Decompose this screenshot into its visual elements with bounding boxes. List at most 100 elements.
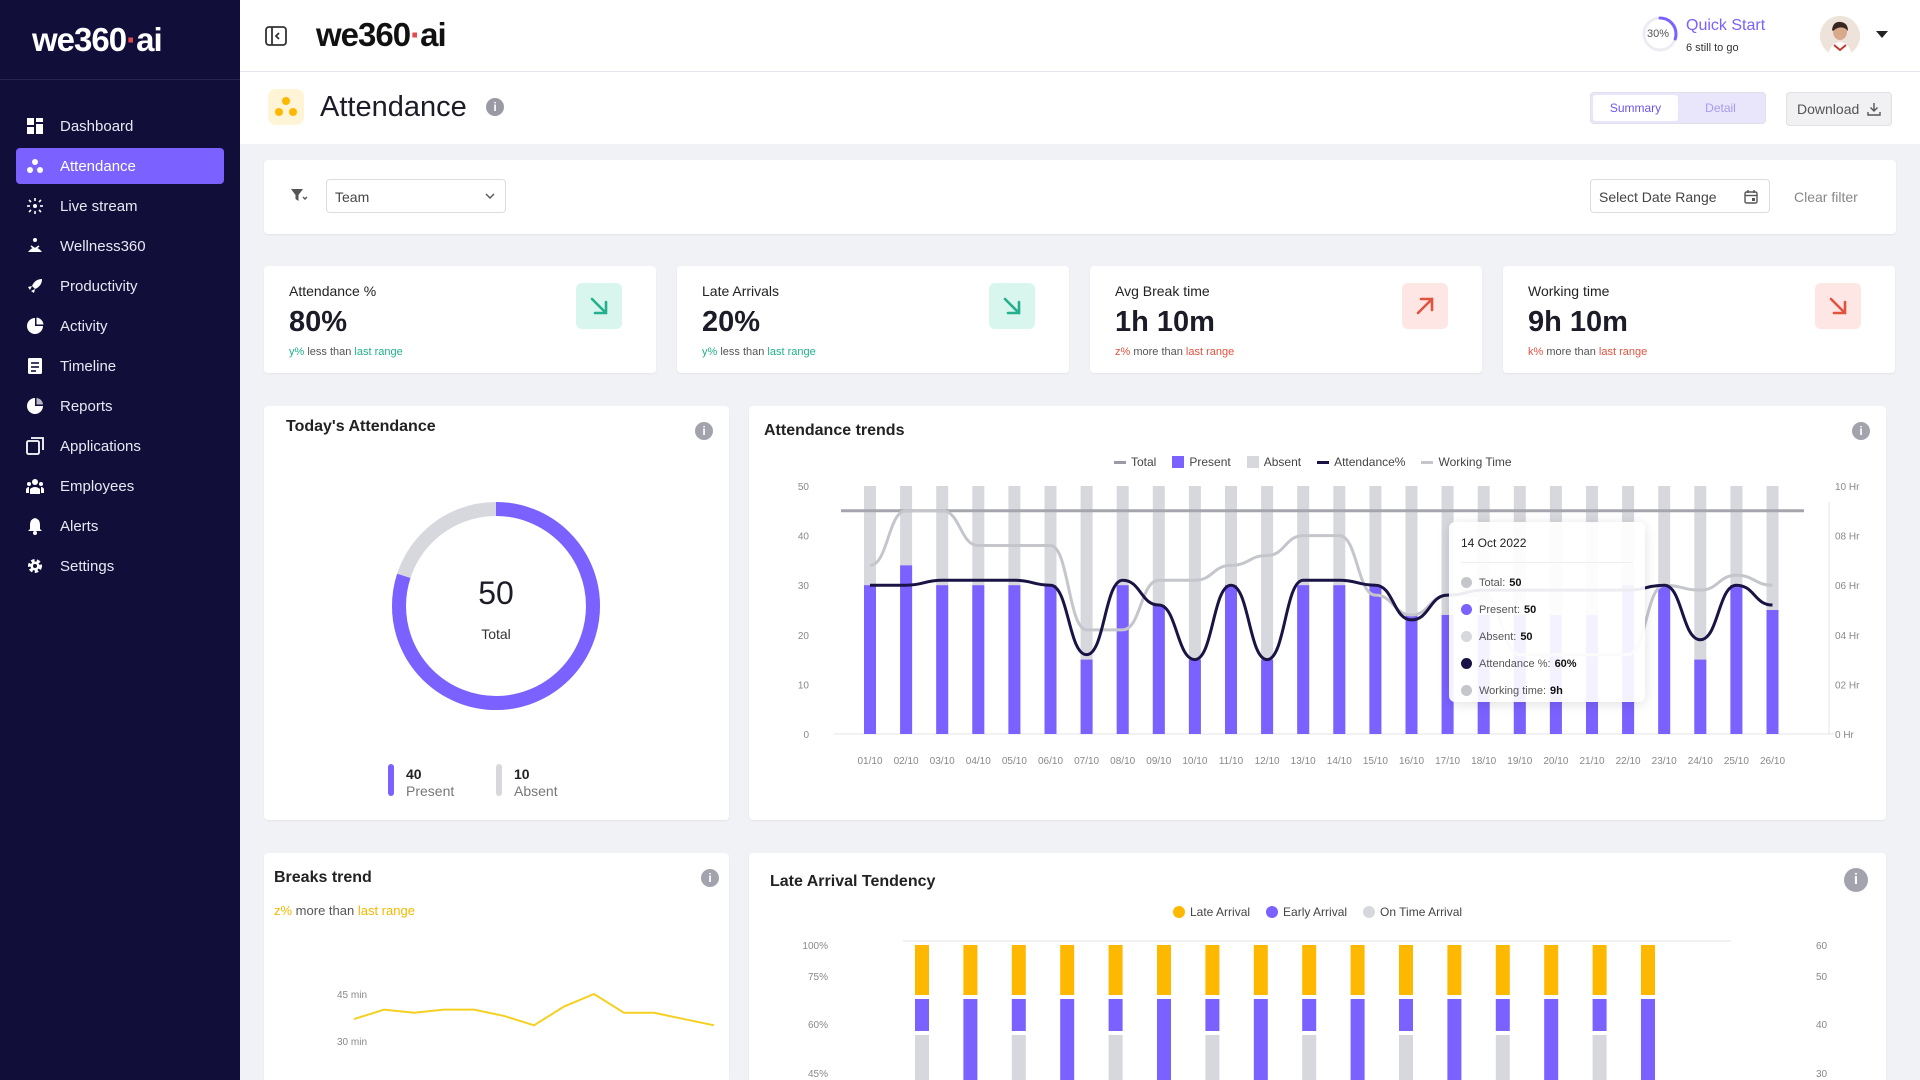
team-select[interactable]: Team [326,179,506,213]
sidebar-item-productivity[interactable]: Productivity [16,268,224,304]
bar-early-arrival[interactable] [915,999,929,1031]
bar-early-arrival[interactable] [1495,999,1510,1031]
bar-early-arrival[interactable] [1592,999,1607,1031]
bar-late-arrival[interactable] [1399,945,1413,995]
info-icon[interactable]: i [1852,422,1870,440]
avatar[interactable] [1820,16,1860,56]
quick-start-progress-ring[interactable] [1640,14,1680,54]
bar-early-arrival[interactable] [1157,999,1171,1080]
bar-present[interactable] [1225,585,1237,734]
bar-present[interactable] [1766,610,1779,734]
bar-present[interactable] [1333,585,1346,734]
sidebar-item-live-stream[interactable]: Live stream [16,188,224,224]
bar-late-arrival[interactable] [1592,945,1607,995]
sidebar-toggle-icon[interactable] [264,24,288,48]
bar-present[interactable] [900,565,913,734]
bar-early-arrival[interactable] [1447,999,1462,1080]
bar-early-arrival[interactable] [1544,999,1559,1080]
bar-early-arrival[interactable] [1011,999,1026,1031]
bar-present[interactable] [1261,659,1274,734]
bar-late-arrival[interactable] [1205,945,1220,995]
legend-total[interactable]: Total [1114,455,1156,469]
sidebar-item-applications[interactable]: Applications [16,428,224,464]
bar-late-arrival[interactable] [1253,945,1268,995]
bar-late-arrival[interactable] [915,945,929,995]
bar-present[interactable] [864,585,876,734]
bar-present[interactable] [1080,659,1093,734]
bar-late-arrival[interactable] [963,945,978,995]
donut-present-segment[interactable] [392,502,600,710]
sidebar-item-attendance[interactable]: Attendance [16,148,224,184]
bar-present[interactable] [1369,585,1382,734]
clear-filter-button[interactable]: Clear filter [1794,189,1858,205]
bar-on-time-arrival[interactable] [1302,1035,1317,1080]
bar-present[interactable] [1297,585,1310,734]
bar-late-arrival[interactable] [1302,945,1317,995]
bar-on-time-arrival[interactable] [1399,1035,1413,1080]
sidebar-item-dashboard[interactable]: Dashboard [16,108,224,144]
bar-early-arrival[interactable] [1253,999,1268,1080]
legend-early-arrival[interactable]: Early Arrival [1266,905,1347,919]
bar-present[interactable] [1116,585,1129,734]
bar-present[interactable] [1044,585,1057,734]
bar-on-time-arrival[interactable] [1592,1035,1607,1080]
bar-present[interactable] [1658,585,1671,734]
bar-present[interactable] [1188,659,1201,734]
legend-absent[interactable]: Absent [1246,455,1301,469]
bar-late-arrival[interactable] [1108,945,1123,995]
bar-early-arrival[interactable] [1641,999,1655,1080]
sidebar-item-timeline[interactable]: Timeline [16,348,224,384]
bar-early-arrival[interactable] [1399,999,1413,1031]
bar-late-arrival[interactable] [1447,945,1462,995]
bar-on-time-arrival[interactable] [1205,1035,1220,1080]
bar-on-time-arrival[interactable] [915,1035,929,1080]
info-icon[interactable]: i [1844,868,1868,892]
sidebar-item-settings[interactable]: Settings [16,548,224,584]
sidebar-item-employees[interactable]: Employees [16,468,224,504]
info-icon[interactable]: i [695,422,713,440]
breaks-line[interactable] [353,992,715,1027]
bar-present[interactable] [1405,614,1418,734]
sidebar-item-alerts[interactable]: Alerts [16,508,224,544]
download-button[interactable]: Download [1786,92,1892,126]
date-range-input[interactable]: Select Date Range [1590,179,1770,213]
bar-early-arrival[interactable] [963,999,978,1080]
quick-start-title[interactable]: Quick Start [1686,17,1766,34]
bar-late-arrival[interactable] [1157,945,1171,995]
bar-present[interactable] [936,585,949,734]
info-icon[interactable]: i [701,869,719,887]
bar-late-arrival[interactable] [1011,945,1026,995]
bar-present[interactable] [1008,585,1021,734]
info-icon[interactable]: i [486,98,504,116]
topbar-logo[interactable]: we360·ai [316,16,447,53]
legend-late-arrival[interactable]: Late Arrival [1173,905,1250,919]
bar-present[interactable] [1694,659,1707,734]
bar-early-arrival[interactable] [1205,999,1220,1031]
bar-late-arrival[interactable] [1350,945,1365,995]
legend-on-time-arrival[interactable]: On Time Arrival [1363,905,1462,919]
bar-on-time-arrival[interactable] [1495,1035,1510,1080]
account-menu-chevron-icon[interactable] [1876,31,1888,38]
bar-late-arrival[interactable] [1060,945,1075,995]
bar-early-arrival[interactable] [1350,999,1365,1080]
sidebar-item-activity[interactable]: Activity [16,308,224,344]
bar-late-arrival[interactable] [1495,945,1510,995]
bar-early-arrival[interactable] [1108,999,1123,1031]
bar-present[interactable] [1730,585,1743,734]
tab-detail[interactable]: Detail [1705,101,1736,115]
legend-working-time[interactable]: Working Time [1421,455,1512,469]
bar-early-arrival[interactable] [1302,999,1317,1031]
sidebar-item-reports[interactable]: Reports [16,388,224,424]
bar-present[interactable] [972,585,985,734]
sidebar-logo[interactable]: we360 · ai [0,0,240,80]
filter-icon[interactable] [290,188,308,204]
bar-on-time-arrival[interactable] [1011,1035,1026,1080]
bar-late-arrival[interactable] [1641,945,1655,995]
legend-attendance-pct[interactable]: Attendance% [1317,455,1405,469]
legend-present[interactable]: Present [1172,455,1231,469]
bar-early-arrival[interactable] [1060,999,1075,1080]
bar-present[interactable] [1152,605,1165,734]
tab-summary[interactable]: Summary [1593,95,1678,121]
sidebar-item-wellness360[interactable]: Wellness360 [16,228,224,264]
bar-on-time-arrival[interactable] [1108,1035,1123,1080]
